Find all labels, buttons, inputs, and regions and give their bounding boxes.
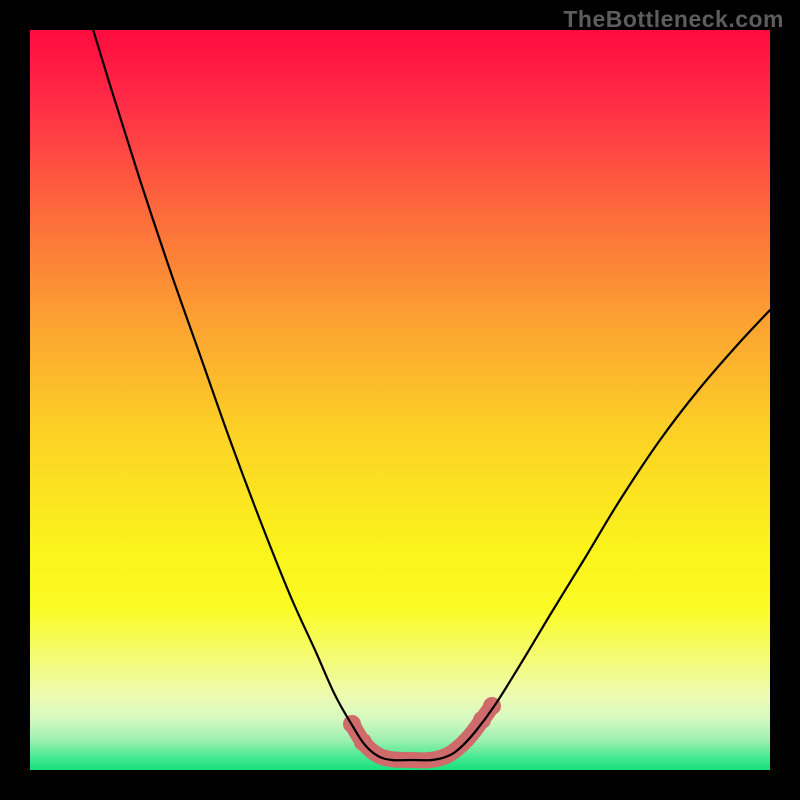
watermark-text: TheBottleneck.com: [563, 6, 784, 33]
chart-container: TheBottleneck.com: [0, 0, 800, 800]
bottleneck-chart: [0, 0, 800, 800]
chart-background: [30, 30, 770, 770]
